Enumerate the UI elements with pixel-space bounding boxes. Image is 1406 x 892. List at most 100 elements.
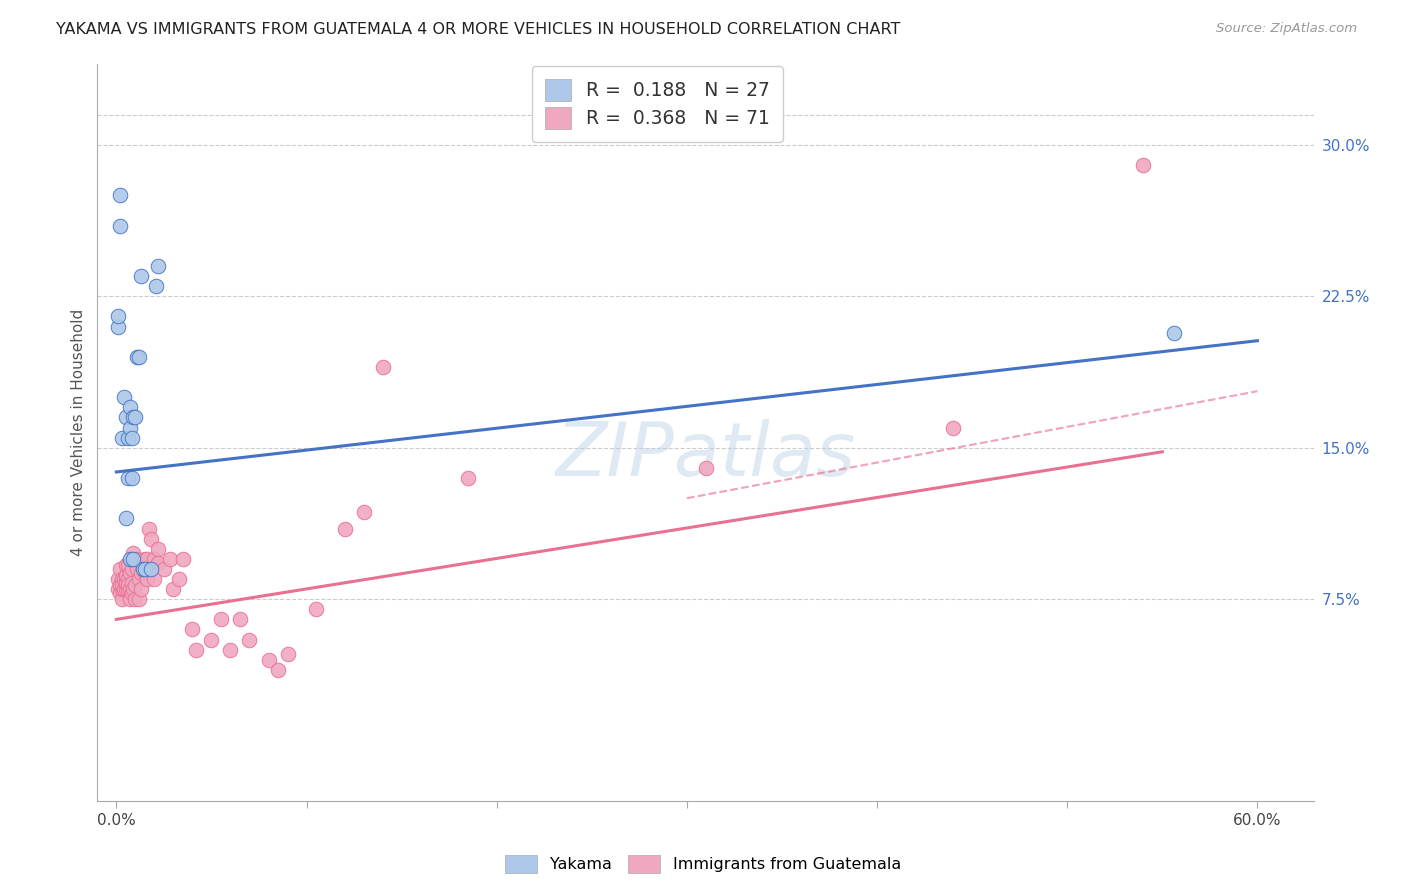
Point [115,582,138,596]
Point [353,505,375,519]
Point [107,582,129,596]
Point [172,551,194,566]
Text: YAKAMA VS IMMIGRANTS FROM GUATEMALA 4 OR MORE VEHICLES IN HOUSEHOLD CORRELATION : YAKAMA VS IMMIGRANTS FROM GUATEMALA 4 OR… [56,22,901,37]
Point [117,431,139,445]
Point [115,572,138,586]
Point [134,551,156,566]
Point [121,562,143,576]
Point [122,410,145,425]
Point [115,568,138,582]
Point [118,401,141,415]
Point [118,592,141,607]
Point [108,586,131,600]
Point [121,471,143,485]
Point [108,219,131,233]
Point [1132,158,1154,172]
Point [127,562,149,576]
Point [115,558,138,572]
Point [127,350,149,364]
Point [108,188,131,202]
Point [276,647,298,661]
Point [134,566,156,580]
Point [111,578,134,592]
Point [118,566,141,580]
Point [143,572,166,586]
Point [159,551,181,566]
Point [111,431,134,445]
Point [129,269,152,284]
Point [128,350,150,364]
Point [118,420,141,434]
Point [124,410,146,425]
Point [111,572,134,586]
Point [111,582,134,596]
Point [124,592,146,607]
Point [134,562,156,576]
Point [128,572,150,586]
Point [129,566,152,580]
Point [117,471,139,485]
Point [117,578,139,592]
Point [148,259,170,273]
Point [111,592,134,607]
Text: ZIPatlas: ZIPatlas [555,418,856,491]
Point [115,511,138,525]
Point [132,562,155,576]
Point [229,612,252,626]
Point [148,541,170,556]
Point [167,572,190,586]
Point [124,578,146,592]
Point [122,546,145,560]
Point [112,572,135,586]
Point [209,612,232,626]
Point [145,279,167,293]
Point [305,602,328,616]
Point [128,592,150,607]
Point [162,582,184,596]
Point [219,642,242,657]
Point [127,551,149,566]
Point [132,558,155,572]
Point [138,522,160,536]
Point [112,582,135,596]
Point [112,582,135,596]
Point [257,653,280,667]
Point [115,576,138,591]
Point [153,562,176,576]
Point [129,582,152,596]
Point [117,572,139,586]
Point [371,359,394,374]
Point [108,562,131,576]
Point [107,319,129,334]
Point [121,431,143,445]
Point [695,461,717,475]
Point [186,642,208,657]
Point [139,532,162,546]
Point [122,582,145,596]
Point [457,471,479,485]
Point [942,420,965,434]
Text: Source: ZipAtlas.com: Source: ZipAtlas.com [1216,22,1357,36]
Point [118,582,141,596]
Point [200,632,222,647]
Point [117,558,139,572]
Point [267,663,290,677]
Point [1163,326,1185,340]
Point [238,632,260,647]
Point [333,522,356,536]
Point [181,623,204,637]
Point [107,572,129,586]
Point [108,578,131,592]
Legend: R =  0.188   N = 27, R =  0.368   N = 71: R = 0.188 N = 27, R = 0.368 N = 71 [531,66,783,142]
Point [121,576,143,591]
Point [135,551,157,566]
Point [121,586,143,600]
Y-axis label: 4 or more Vehicles in Household: 4 or more Vehicles in Household [72,309,86,557]
Point [118,551,141,566]
Point [122,551,145,566]
Point [112,390,135,404]
Point [148,556,170,570]
Point [143,551,166,566]
Point [117,582,139,596]
Legend: Yakama, Immigrants from Guatemala: Yakama, Immigrants from Guatemala [499,848,907,880]
